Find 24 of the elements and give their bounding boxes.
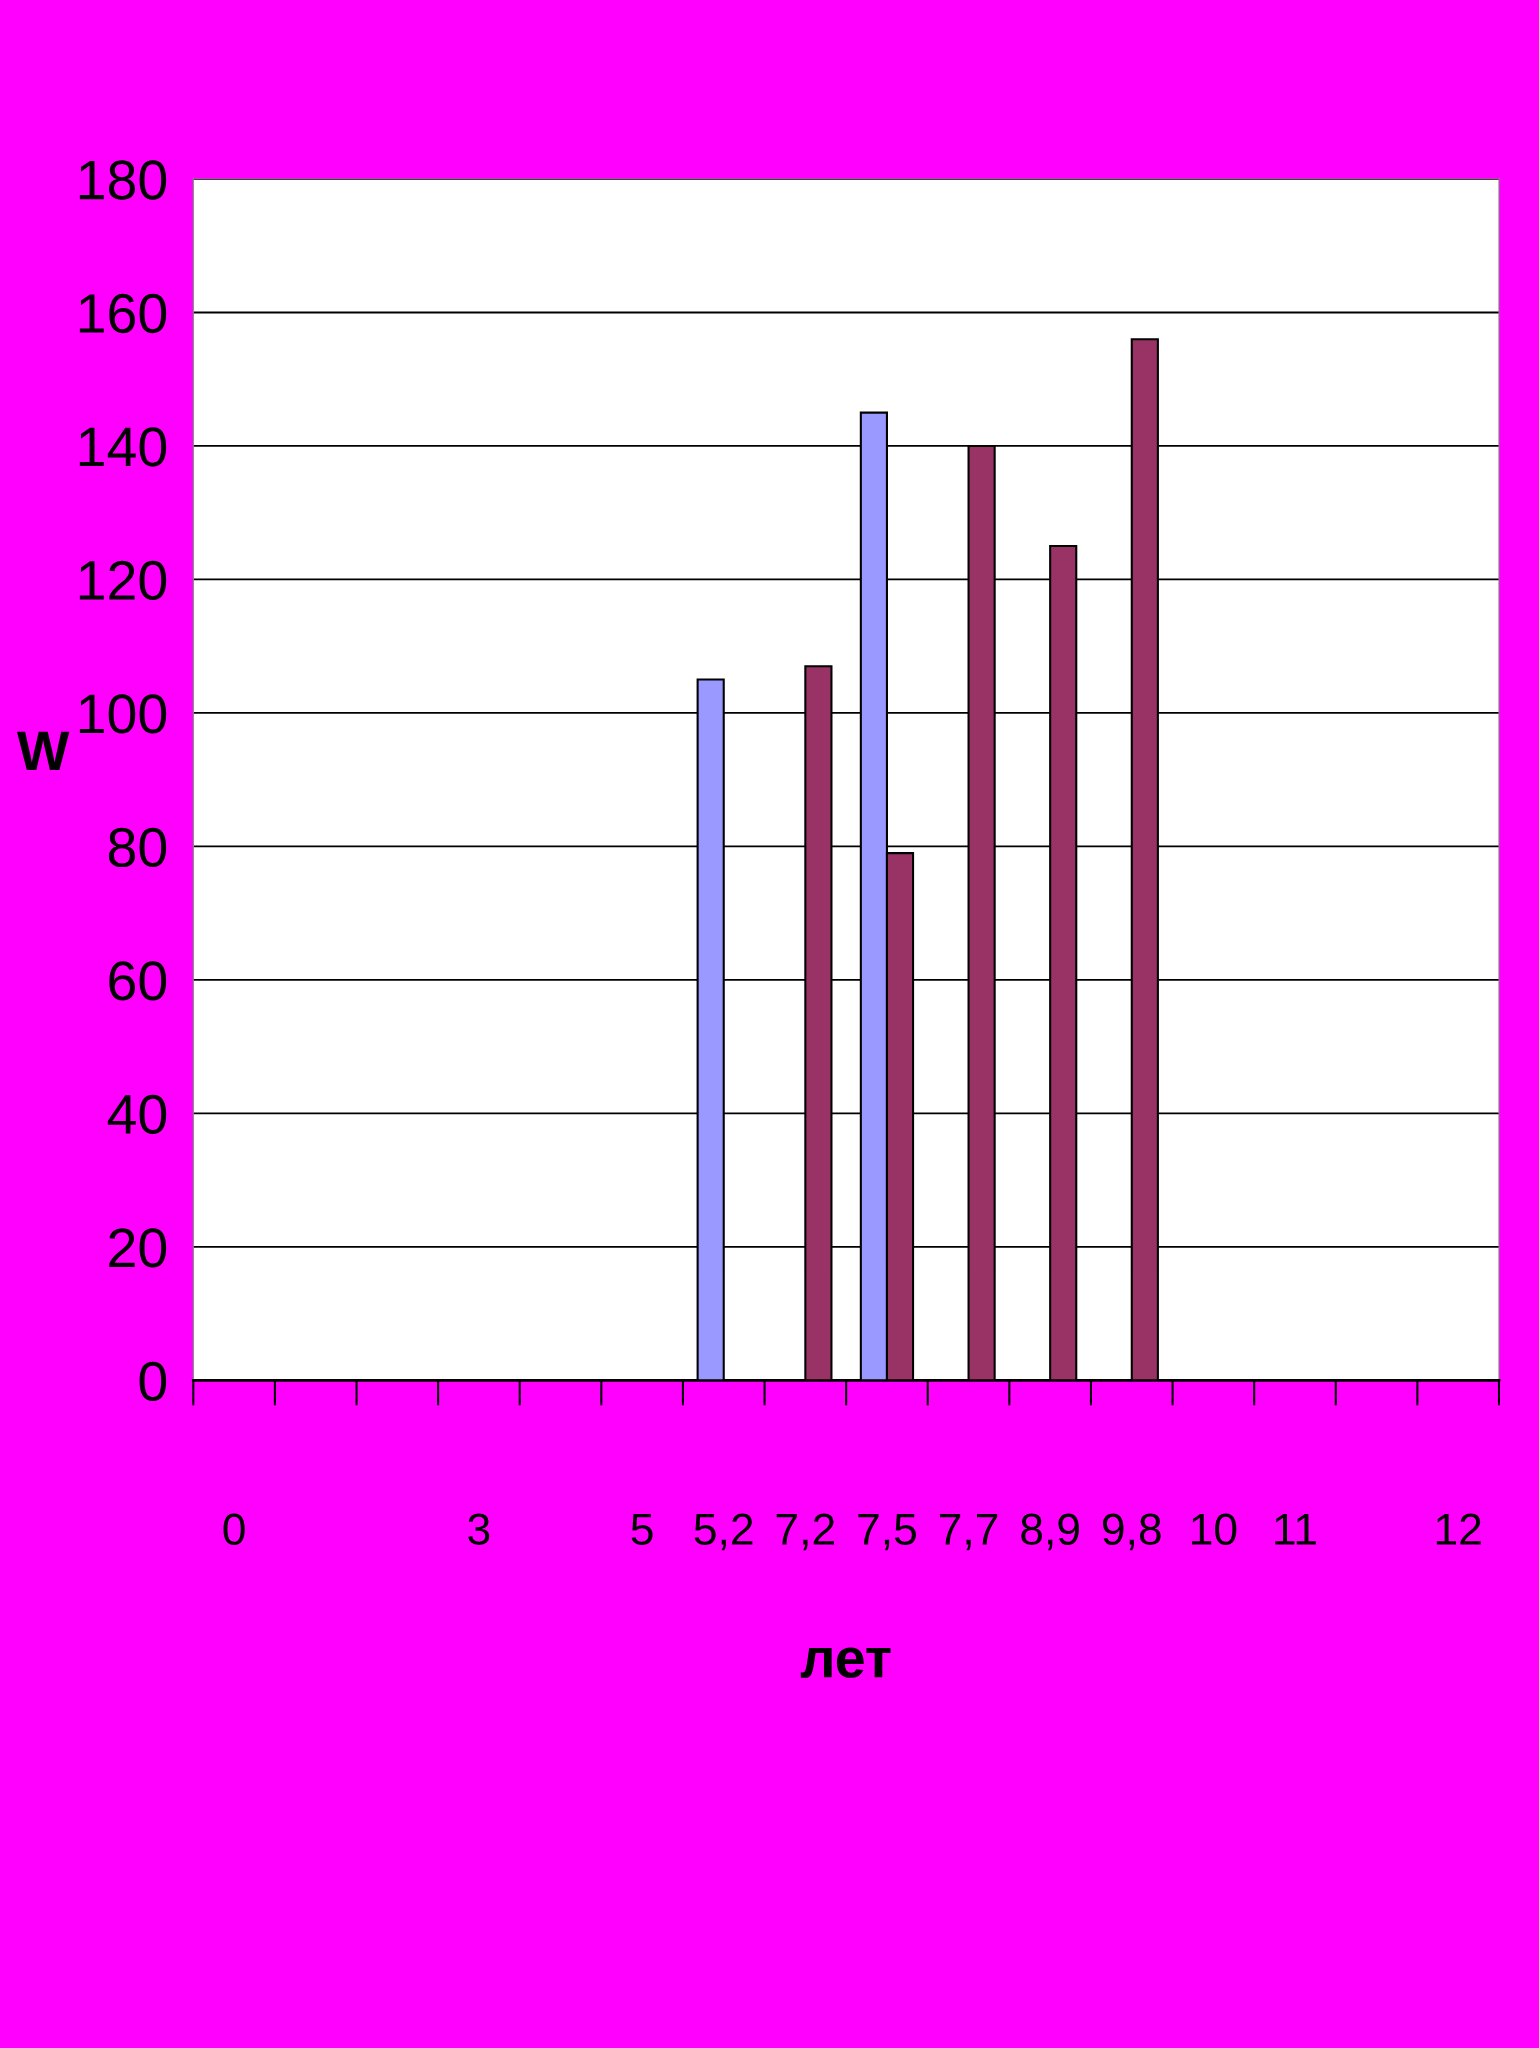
x-tick-label: 8,9: [1021, 1513, 1079, 1551]
y-tick-label: 60: [109, 961, 167, 1001]
x-tick-label: 11: [1275, 1513, 1316, 1545]
y-tick-label: 20: [109, 1228, 167, 1268]
y-axis-title: W: [16, 731, 70, 771]
x-axis-title: лет: [800, 1647, 891, 1678]
y-tick-label: 140: [79, 427, 167, 467]
x-tick-label: 7,7: [939, 1513, 998, 1551]
x-tick-label: 9,8: [1102, 1513, 1161, 1551]
x-tick-label: 12: [1436, 1513, 1481, 1545]
x-tick-label: 10: [1192, 1513, 1237, 1545]
y-tick-label: 180: [79, 160, 167, 200]
x-tick-label: 5: [631, 1513, 653, 1545]
x-tick-label: 3: [468, 1513, 490, 1545]
y-tick-label: 0: [139, 1361, 167, 1402]
y-tick-label: 100: [79, 694, 167, 734]
y-tick-label: 80: [108, 827, 167, 868]
y-tick-label: 160: [79, 293, 167, 334]
x-tick-label: 5,2: [694, 1513, 753, 1551]
y-tick-label: 40: [107, 1094, 167, 1135]
x-tick-label: 0: [223, 1513, 245, 1545]
x-tick-label: 7,5: [858, 1513, 916, 1551]
y-tick-label: 120: [79, 560, 167, 601]
x-tick-label: 7,2: [776, 1513, 834, 1551]
